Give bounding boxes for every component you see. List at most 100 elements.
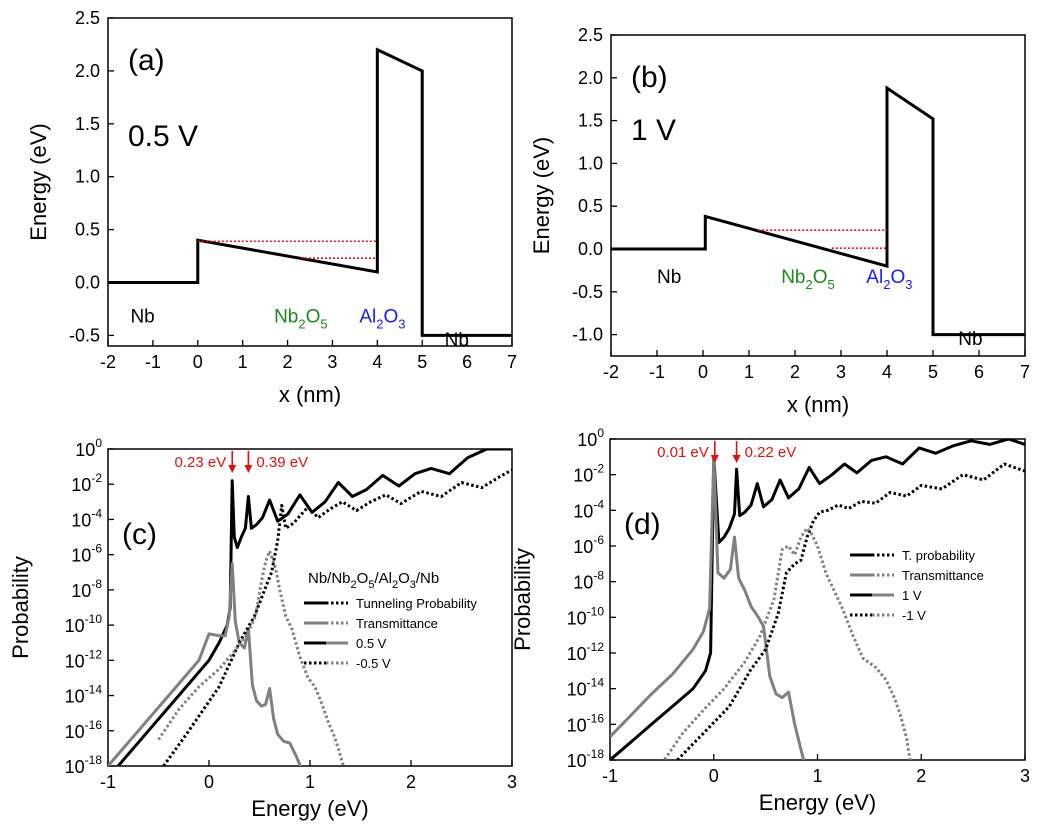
panel-label: (b) xyxy=(631,61,668,94)
y-tick-exponent: -18 xyxy=(85,753,103,767)
region-label: Nb xyxy=(445,330,469,351)
x-tick-label: 6 xyxy=(974,362,984,382)
x-tick-label: 6 xyxy=(462,352,472,372)
y-tick-label: 10-10 xyxy=(65,612,103,636)
series-group xyxy=(610,439,1025,760)
y-tick-label: 10-2 xyxy=(573,462,604,486)
region-label: Nb xyxy=(130,307,154,328)
y-tick-label: 2.0 xyxy=(75,61,100,81)
region-label-sub: 2 xyxy=(805,277,812,292)
y-tick-exponent: -2 xyxy=(91,471,102,485)
x-tick-label: 3 xyxy=(327,352,337,372)
region-label-part: O xyxy=(384,307,399,328)
y-tick-base: 10 xyxy=(577,430,597,450)
y-tick-exponent: 0 xyxy=(95,436,102,450)
y-tick-base: 10 xyxy=(573,573,593,593)
y-tick-label: 0.0 xyxy=(578,239,603,259)
plot-frame xyxy=(610,34,1026,357)
y-tick-base: 10 xyxy=(65,757,85,777)
plot-frame xyxy=(107,17,513,347)
y-tick-label: 10-10 xyxy=(567,604,605,628)
legend-label: Tunneling Probability xyxy=(356,596,477,611)
legend-title-part: 2 xyxy=(392,579,398,591)
x-tick-label: 0 xyxy=(204,772,214,792)
y-tick-exponent: -2 xyxy=(593,462,604,476)
series-line xyxy=(610,455,806,760)
y-tick-base: 10 xyxy=(573,501,593,521)
y-tick-label: 1.0 xyxy=(578,153,603,173)
y-tick-label: 1.5 xyxy=(578,111,603,131)
y-tick-label: 10-2 xyxy=(71,471,102,495)
panel-d: -1 0 1 2 310-1810-1610-1410-1210-1010-810-61… xyxy=(510,426,1030,815)
legend-title-part: /Nb xyxy=(416,570,439,587)
y-tick-exponent: -4 xyxy=(91,506,102,520)
region-label: Nb2O5 xyxy=(781,267,835,292)
legend-title-part: O xyxy=(398,570,410,587)
series-line xyxy=(676,462,1025,760)
x-tick-label: 2 xyxy=(790,362,800,382)
y-tick-base: 10 xyxy=(567,608,587,628)
y-tick-label: 10-6 xyxy=(573,533,604,557)
region-label-part: O xyxy=(813,267,828,288)
y-tick-exponent: -10 xyxy=(85,612,103,626)
y-tick-exponent: -14 xyxy=(85,683,103,697)
x-tick-label: 5 xyxy=(417,352,427,372)
y-tick-exponent: -16 xyxy=(587,711,605,725)
y-tick-exponent: -12 xyxy=(85,647,103,661)
y-tick-base: 10 xyxy=(567,751,587,771)
y-tick-exponent: -4 xyxy=(593,497,604,511)
y-tick-label: 10-12 xyxy=(65,647,103,671)
x-tick-label: 0 xyxy=(698,362,708,382)
y-tick-label: 10-6 xyxy=(71,542,102,566)
x-tick-label: 0 xyxy=(709,766,719,786)
annotation-label: 0.01 eV xyxy=(657,444,709,461)
region-label: Nb2O5 xyxy=(274,307,328,332)
y-tick-label: 10-4 xyxy=(573,497,604,521)
x-tick-label: 1 xyxy=(812,766,822,786)
x-tick-label: -2 xyxy=(603,362,619,382)
series-line xyxy=(662,526,912,760)
panel-label: (c) xyxy=(122,518,157,551)
y-tick-exponent: 0 xyxy=(597,426,604,440)
y-tick-label: 0.0 xyxy=(75,273,100,293)
legend-title-part: Nb/Nb xyxy=(308,570,351,587)
y-tick-base: 10 xyxy=(71,510,91,530)
legend-label: -1 V xyxy=(902,608,926,623)
x-tick-label: 2 xyxy=(283,352,293,372)
band-profile-line xyxy=(611,85,1025,337)
x-axis-label: x (nm) xyxy=(787,392,849,417)
x-tick-label: 1 xyxy=(238,352,248,372)
annotation-arrow-head xyxy=(228,465,237,473)
x-tick-label: 7 xyxy=(1020,362,1030,382)
y-tick-base: 10 xyxy=(65,687,85,707)
x-tick-label: 4 xyxy=(372,352,382,372)
y-tick-label: -0.5 xyxy=(69,325,100,345)
y-tick-exponent: -8 xyxy=(91,577,102,591)
y-tick-label: 2.5 xyxy=(75,8,100,28)
y-axis-label: Energy (eV) xyxy=(529,137,554,254)
y-tick-base: 10 xyxy=(65,616,85,636)
x-tick-label: 7 xyxy=(507,352,517,372)
y-tick-label: 10-12 xyxy=(567,640,605,664)
y-tick-label: 10-18 xyxy=(65,753,103,777)
series-line xyxy=(610,439,1025,760)
region-label-part: Al xyxy=(359,307,376,328)
y-tick-exponent: -12 xyxy=(587,640,605,654)
region-label-sub: 5 xyxy=(828,277,835,292)
y-tick-exponent: -6 xyxy=(593,533,604,547)
voltage-label: 1 V xyxy=(631,114,676,147)
y-tick-exponent: -16 xyxy=(85,718,103,732)
legend-title-part: 2 xyxy=(351,579,357,591)
annotation-arrow-head xyxy=(710,455,719,463)
y-axis-label: Energy (eV) xyxy=(26,123,51,240)
y-tick-exponent: -6 xyxy=(91,542,102,556)
y-tick-label: 10-16 xyxy=(567,711,605,735)
y-tick-base: 10 xyxy=(567,644,587,664)
legend-label: 1 V xyxy=(902,588,922,603)
y-tick-base: 10 xyxy=(71,546,91,566)
y-tick-label: 100 xyxy=(75,436,102,460)
panel-label: (d) xyxy=(624,508,661,541)
x-tick-label: -1 xyxy=(602,766,618,786)
series-line xyxy=(157,549,346,766)
